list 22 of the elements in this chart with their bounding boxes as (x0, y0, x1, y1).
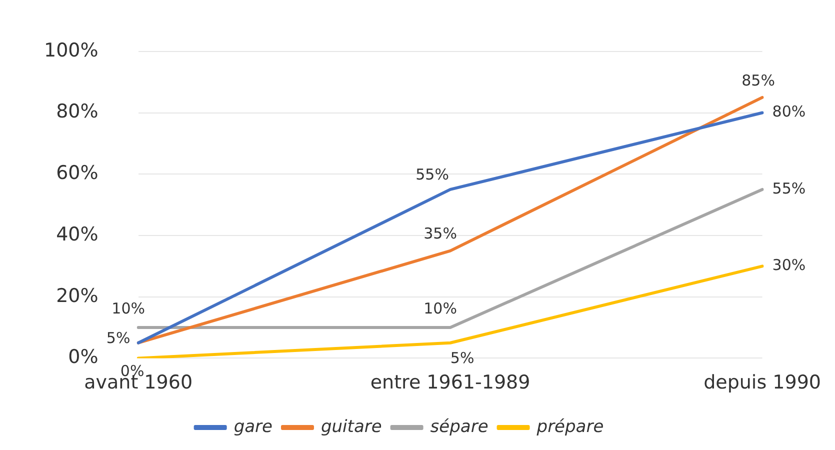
y-tick-label: 80% (56, 100, 98, 123)
data-label: 10% (424, 299, 457, 318)
y-tick-label: 0% (68, 346, 98, 368)
data-label: 5% (106, 328, 130, 347)
y-tick-label: 100% (44, 39, 98, 62)
data-label: 80% (772, 102, 806, 121)
legend-label: gare (234, 416, 272, 437)
data-label: 85% (742, 71, 775, 90)
data-label: 55% (772, 179, 806, 198)
data-label: 5% (450, 348, 474, 367)
data-label: 55% (416, 165, 449, 184)
x-tick-label: entre 1961-1989 (370, 372, 530, 394)
legend-label: guitare (320, 416, 382, 437)
x-tick-label: depuis 1990 (704, 372, 822, 394)
y-tick-label: 60% (56, 162, 98, 184)
data-label: 10% (112, 299, 145, 318)
y-tick-label: 20% (56, 284, 98, 307)
legend-label: sépare (430, 416, 488, 437)
data-label: 35% (424, 224, 457, 243)
y-tick-label: 40% (56, 223, 98, 246)
data-label: 30% (772, 256, 806, 274)
legend-label: prépare (536, 416, 604, 437)
